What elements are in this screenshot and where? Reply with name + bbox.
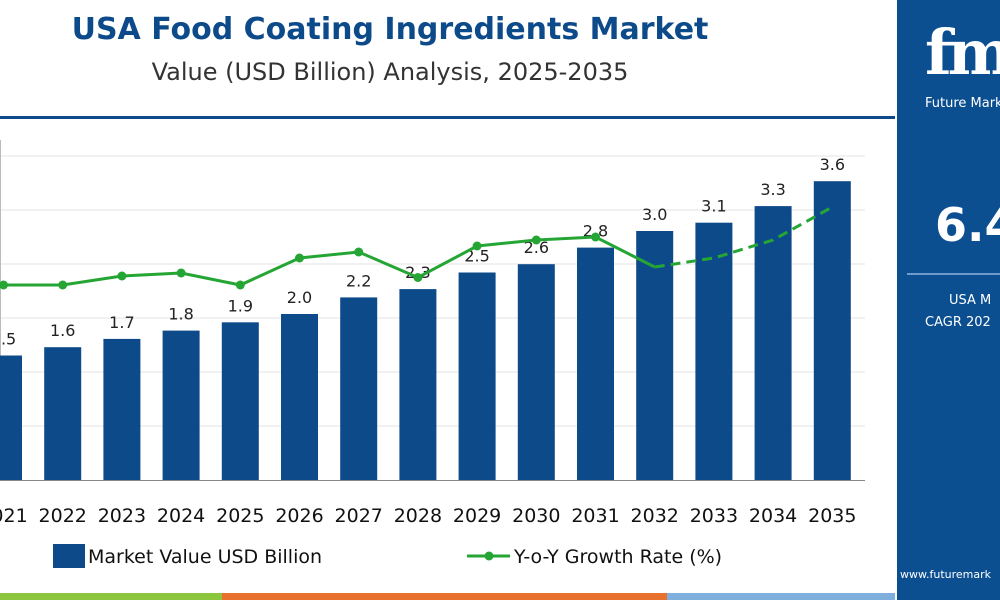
strip-orange xyxy=(222,593,667,600)
bar-value-label: 3.0 xyxy=(642,205,667,224)
cagr-label-line1: USA M xyxy=(949,293,992,308)
bar-value-label: 1.8 xyxy=(168,305,193,324)
bar-value-label: 3.6 xyxy=(820,155,845,174)
bar-2032 xyxy=(636,231,674,480)
bar-2023 xyxy=(103,338,141,480)
x-tick-label: 2024 xyxy=(157,505,205,527)
bar-value-label: 2.3 xyxy=(405,263,430,282)
x-tick-label: 2035 xyxy=(808,505,856,527)
bar-2025 xyxy=(221,322,259,480)
bar-value-label: 3.3 xyxy=(760,180,785,199)
chart-subtitle: Value (USD Billion) Analysis, 2025-2035 xyxy=(151,58,629,86)
bar-value-label: 2.5 xyxy=(464,247,489,266)
growth-point-2023 xyxy=(117,271,127,281)
panel-divider xyxy=(907,273,1000,275)
bar-value-label: 1.5 xyxy=(0,330,16,349)
bar-2029 xyxy=(458,272,496,480)
bar-2024 xyxy=(162,330,200,480)
growth-point-2024 xyxy=(176,268,186,278)
bar-value-label: 1.9 xyxy=(228,296,253,315)
x-tick-label: 2026 xyxy=(275,505,323,527)
cagr-label-line2: CAGR 202 xyxy=(925,315,991,330)
x-tick-label: 2029 xyxy=(453,505,501,527)
growth-point-2028 xyxy=(413,273,423,282)
chart-plot: 1.5 2021 1.6 2022 1.7 2023 1.8 2024 1.9 2025 2.0 20… xyxy=(0,140,865,568)
growth-line-forecast xyxy=(654,205,834,269)
strip-green xyxy=(0,593,222,600)
bar-value-label: 1.6 xyxy=(50,321,75,340)
strip-blue xyxy=(667,593,895,600)
growth-point-2029 xyxy=(472,241,482,251)
bar-2033 xyxy=(695,222,733,480)
bar-2030 xyxy=(517,264,555,480)
x-tick-label: 2033 xyxy=(690,505,738,527)
bar-2022 xyxy=(44,347,82,480)
bar-2027 xyxy=(340,297,378,480)
side-panel: fmi Future Mark 6.4 USA M CAGR 202 www.f… xyxy=(897,0,1000,600)
growth-point-2027 xyxy=(354,247,364,257)
growth-point-2022 xyxy=(58,280,68,290)
bar-2026 xyxy=(281,314,318,480)
growth-point-2021 xyxy=(0,280,8,290)
growth-point-2025 xyxy=(235,280,245,290)
chart-area: USA Food Coating Ingredients Market Valu… xyxy=(0,12,895,600)
legend-line-label: Y-o-Y Growth Rate (%) xyxy=(513,546,722,568)
x-tick-label: 2023 xyxy=(98,505,146,527)
title-divider xyxy=(0,116,895,119)
x-tick-label: 2031 xyxy=(571,505,619,527)
chart-title: USA Food Coating Ingredients Market xyxy=(71,12,709,47)
growth-line xyxy=(3,235,656,287)
bar-2031 xyxy=(577,247,614,480)
x-tick-label: 2028 xyxy=(394,505,442,527)
bar-2028 xyxy=(399,289,437,480)
bar-value-label: 1.7 xyxy=(109,313,134,332)
legend-line-marker xyxy=(484,551,494,561)
x-tick-label: 2032 xyxy=(631,505,679,527)
website-link[interactable]: www.futuremark xyxy=(900,568,992,581)
legend-bar-label: Market Value USD Billion xyxy=(88,546,322,568)
bottom-color-strip xyxy=(0,593,895,600)
growth-point-2026 xyxy=(295,253,304,263)
x-tick-label: 2021 xyxy=(0,505,28,527)
company-logo: fmi xyxy=(925,16,1000,89)
company-name: Future Mark xyxy=(925,96,1000,111)
growth-point-2030 xyxy=(531,235,541,245)
growth-point-2031 xyxy=(591,232,600,242)
bar-value-label: 2.6 xyxy=(524,238,549,257)
x-tick-label: 2034 xyxy=(749,505,797,527)
legend-bar-swatch xyxy=(53,544,85,568)
x-tick-label: 2027 xyxy=(335,505,383,527)
x-tick-label: 2022 xyxy=(39,505,87,527)
bar-value-label: 2.2 xyxy=(346,271,371,290)
bar-value-label: 3.1 xyxy=(701,197,726,216)
cagr-value: 6.4 xyxy=(935,198,1000,252)
bar-2021 xyxy=(0,355,22,480)
x-tick-label: 2025 xyxy=(216,505,264,527)
bar-value-label: 2.0 xyxy=(287,288,312,307)
bar-2034 xyxy=(754,206,792,480)
bar-2035 xyxy=(813,181,851,480)
x-tick-label: 2030 xyxy=(512,505,560,527)
